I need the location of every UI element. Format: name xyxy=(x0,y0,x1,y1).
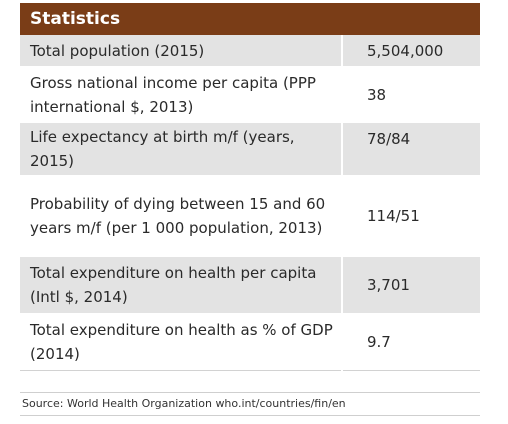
statistics-table: Total population (2015) 5,504,000 Gross … xyxy=(20,35,480,371)
row-label: Life expectancy at birth m/f (years, 201… xyxy=(20,122,343,177)
row-label: Probability of dying between 15 and 60 y… xyxy=(20,176,343,257)
table-row: Total population (2015) 5,504,000 xyxy=(20,35,480,68)
table-row: Probability of dying between 15 and 60 y… xyxy=(20,176,480,257)
row-value: 9.7 xyxy=(342,314,480,371)
row-label: Total population (2015) xyxy=(20,35,343,68)
row-label: Gross national income per capita (PPP in… xyxy=(20,67,343,123)
source-note: Source: World Health Organization who.in… xyxy=(20,392,480,416)
table-row: Total expenditure on health as % of GDP … xyxy=(20,314,480,371)
statistics-title: Statistics xyxy=(20,3,480,35)
row-value: 38 xyxy=(342,67,480,123)
row-value: 3,701 xyxy=(342,256,480,315)
table-row: Gross national income per capita (PPP in… xyxy=(20,67,480,123)
table-row: Life expectancy at birth m/f (years, 201… xyxy=(20,122,480,177)
row-label: Total expenditure on health as % of GDP … xyxy=(20,314,343,371)
row-value: 114/51 xyxy=(342,176,480,257)
statistics-panel: Statistics Total population (2015) 5,504… xyxy=(20,3,480,371)
row-label: Total expenditure on health per capita (… xyxy=(20,256,343,315)
row-value: 5,504,000 xyxy=(342,35,480,68)
table-row: Total expenditure on health per capita (… xyxy=(20,256,480,315)
row-value: 78/84 xyxy=(342,122,480,177)
